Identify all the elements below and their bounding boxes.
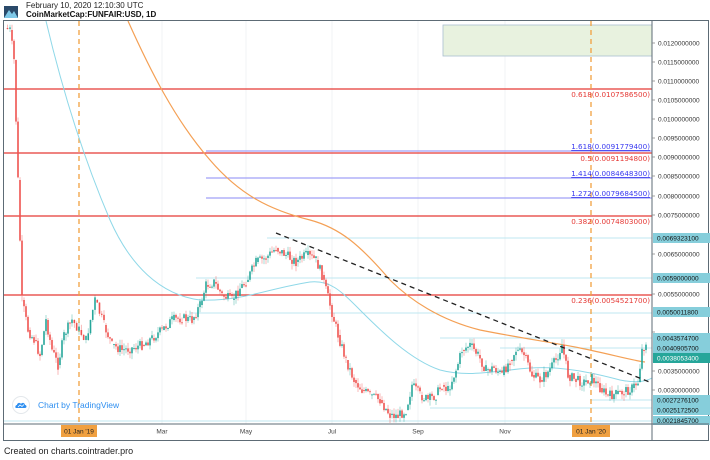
tradingview-cloud-icon	[15, 402, 27, 408]
year-markers	[78, 21, 592, 424]
chart-frame	[3, 20, 709, 441]
year-tag-2020	[572, 425, 610, 437]
fib-label-0236: 0.236(0.0054521700)	[571, 296, 650, 305]
price-level-tags: 0.0069323100 0.0059000000 0.0050011800 0…	[653, 233, 710, 425]
vertical-grid	[161, 21, 506, 424]
y-tick: 0.0065000000	[658, 252, 700, 259]
level-tag: 0.0027276100	[657, 398, 699, 405]
x-tick: Mar	[156, 429, 168, 436]
price-candles	[6, 24, 647, 423]
footer-attribution: Created on charts.cointrader.pro	[4, 446, 134, 456]
last-price-tag: 0.0038053400	[657, 356, 699, 363]
level-tag: 0.0069323100	[657, 236, 699, 243]
level-tag: 0.0021845700	[657, 418, 699, 425]
y-tick: 0.0055000000	[658, 292, 700, 299]
y-tick: 0.0120000000	[658, 41, 700, 48]
price-axis[interactable]: 0.0120000000 0.0115000000 0.0110000000 0…	[652, 41, 710, 426]
fast-moving-average	[45, 20, 653, 383]
y-tick: 0.0090000000	[658, 155, 700, 162]
fib-label-05: 0.5(0.0091194800)	[580, 154, 650, 163]
fib-extension-lines	[206, 150, 652, 199]
fib-labels: 0.618(0.0107586500) 1.618(0.0091779400) …	[571, 90, 650, 305]
slow-moving-average	[127, 20, 646, 363]
chart-timestamp: February 10, 2020 12:10:30 UTC	[26, 1, 144, 10]
level-tag: 0.0043574700	[657, 336, 699, 343]
fib-label-0382: 0.382(0.0074803000)	[571, 217, 650, 226]
tradingview-attribution[interactable]: Chart by TradingView	[38, 400, 120, 410]
y-tick: 0.0095000000	[658, 136, 700, 143]
fib-label-1272: 1.272(0.0079684500)	[571, 189, 650, 198]
level-tag: 0.0040905700	[657, 346, 699, 353]
chart-header: February 10, 2020 12:10:30 UTC CoinMarke…	[0, 0, 710, 20]
level-tag: 0.0050011800	[657, 310, 698, 317]
x-tick: 01 Jan '19	[64, 429, 94, 436]
x-tick: 01 Jan '20	[576, 429, 606, 436]
level-tag: 0.0059000000	[657, 276, 699, 283]
y-tick: 0.0105000000	[658, 98, 700, 105]
y-tick: 0.0035000000	[658, 369, 700, 376]
y-tick: 0.0080000000	[658, 194, 700, 201]
x-tick: Sep	[412, 429, 424, 436]
x-tick: May	[240, 429, 253, 436]
y-tick: 0.0115000000	[658, 60, 699, 67]
x-tick: Jul	[328, 429, 337, 436]
y-tick: 0.0085000000	[658, 174, 700, 181]
y-tick: 0.0030000000	[658, 388, 700, 395]
level-tag: 0.0025172500	[657, 408, 699, 415]
year-tag-2019	[61, 425, 97, 437]
y-tick: 0.0075000000	[658, 213, 700, 220]
y-tick: 0.0100000000	[658, 117, 700, 124]
descending-trendline[interactable]	[275, 232, 653, 384]
chart-symbol: CoinMarketCap:FUNFAIR:USD, 1D	[26, 10, 157, 19]
x-tick: Nov	[499, 429, 511, 436]
fib-label-1414: 1.414(0.0084648300)	[571, 169, 650, 178]
chart-canvas[interactable]: 0.618(0.0107586500) 1.618(0.0091779400) …	[0, 0, 710, 442]
support-resistance-levels	[4, 237, 652, 422]
y-tick: 0.0110000000	[658, 79, 699, 86]
cointrader-logo-icon	[4, 6, 18, 18]
fib-label-1618: 1.618(0.0091779400)	[571, 142, 650, 151]
time-axis[interactable]: 01 Jan '19 Mar May Jul Sep Nov 01 Jan '2…	[61, 425, 610, 437]
tradingview-badge[interactable]	[12, 396, 30, 414]
fib-label-0618: 0.618(0.0107586500)	[571, 90, 650, 99]
fib-retracement-lines	[4, 88, 652, 296]
target-zone-box[interactable]	[442, 24, 653, 57]
